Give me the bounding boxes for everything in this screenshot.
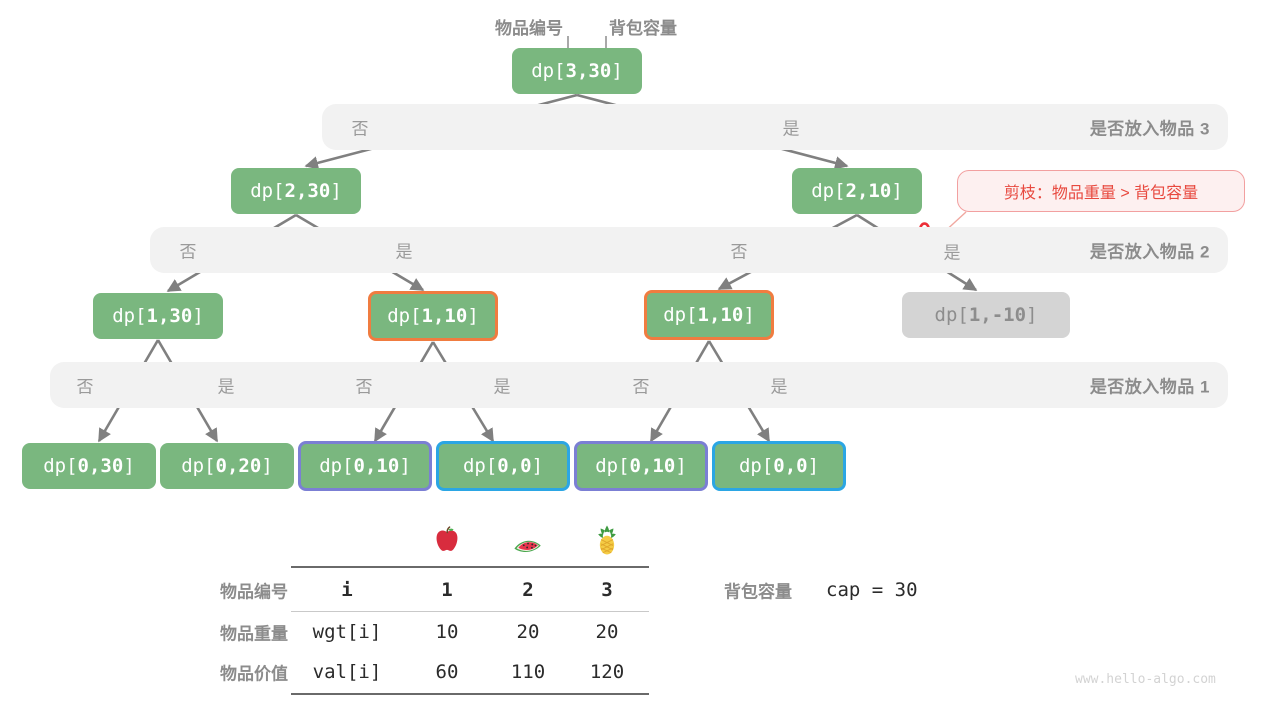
node-prefix: dp[ [250,180,285,202]
node-suffix: ] [1026,304,1038,326]
branch-label-3: 是 [395,242,413,262]
node-prefix: dp[ [387,305,422,327]
node-value: 1,10 [421,305,468,327]
branch-label-2: 否 [179,242,197,262]
node-dp-0-10a: dp[0,10] [298,441,432,491]
node-dp-1-10b: dp[1,10] [644,290,774,340]
table-row-label-0: 物品编号 [220,582,288,602]
node-suffix: ] [743,304,755,326]
node-suffix: ] [675,455,687,477]
band-item1: 是否放入物品 1 [50,362,1228,408]
node-dp-1-30: dp[1,30] [93,293,223,339]
branch-label-5: 是 [943,243,961,263]
table-cell-r2-c1: 60 [435,661,459,683]
band-item2-title: 是否放入物品 2 [1089,242,1210,262]
node-value: 3,30 [565,60,612,82]
node-prefix: dp[ [43,455,78,477]
band-item1-title: 是否放入物品 1 [1089,377,1210,397]
node-suffix: ] [611,60,623,82]
branch-label-10: 否 [632,377,650,397]
table-row-label-1: 物品重量 [220,624,288,644]
branch-label-4: 否 [730,242,748,262]
table-rule-2 [291,693,649,695]
branch-label-7: 是 [217,377,235,397]
table-cell-r1-c3: 20 [595,621,619,643]
node-prefix: dp[ [663,304,698,326]
band-item2: 是否放入物品 2 [150,227,1228,273]
node-suffix: ] [891,180,903,202]
node-prefix: dp[ [112,305,147,327]
node-dp-3-30: dp[3,30] [512,48,642,94]
node-prefix: dp[ [462,455,498,477]
table-cell-r0-c1: 1 [441,579,453,601]
node-value: 0,10 [353,455,400,477]
node-prefix: dp[ [811,180,846,202]
node-value: 1,30 [146,305,193,327]
table-rule-0 [291,566,649,568]
node-value: 2,30 [284,180,331,202]
table-row-label-2: 物品价值 [220,664,288,684]
node-dp-0-10b: dp[0,10] [574,441,708,491]
node-dp-1-10a: dp[1,10] [368,291,498,341]
node-suffix: ] [467,305,479,327]
branch-label-11: 是 [770,377,788,397]
capacity-value: cap = 30 [826,579,918,601]
table-cell-r0-c2: 2 [522,579,534,601]
node-dp-0-0a: dp[0,0] [436,441,570,491]
node-dp-0-20: dp[0,20] [160,443,294,489]
node-prefix: dp[ [181,455,216,477]
table-cell-r2-c2: 110 [510,661,546,683]
node-dp-0-30: dp[0,30] [22,443,156,489]
capacity-label: 背包容量 [724,582,792,602]
band-item3-title: 是否放入物品 3 [1089,119,1210,139]
table-cell-r1-c2: 20 [516,621,540,643]
branch-label-0: 否 [351,119,369,139]
pineapple-icon [590,523,624,557]
node-value: 1,-10 [968,304,1027,326]
node-value: 0,0 [773,455,808,477]
table-rule-1 [291,611,649,613]
node-value: 0,20 [215,455,262,477]
node-suffix: ] [261,455,273,477]
node-dp-2-30: dp[2,30] [231,168,361,214]
watermark: www.hello-algo.com [1075,672,1216,687]
node-prefix: dp[ [319,455,354,477]
node-value: 0,30 [77,455,124,477]
table-cell-r0-c3: 3 [601,579,613,601]
apple-icon [430,523,464,557]
branch-label-6: 否 [76,377,94,397]
prune-callout-text: 剪枝：物品重量 > 背包容量 [1003,185,1199,202]
node-suffix: ] [531,455,544,477]
table-cell-r2-c0: val[i] [312,661,382,683]
node-prefix: dp[ [934,304,969,326]
table-cell-r1-c1: 10 [435,621,459,643]
node-prefix: dp[ [595,455,630,477]
node-suffix: ] [123,455,135,477]
node-dp-1-n10: dp[1,-10] [902,292,1070,338]
node-dp-2-10: dp[2,10] [792,168,922,214]
node-dp-0-0b: dp[0,0] [712,441,846,491]
node-prefix: dp[ [531,60,566,82]
top-annotation-1: 背包容量 [609,19,677,38]
prune-callout: 剪枝：物品重量 > 背包容量 [957,170,1245,212]
table-cell-r2-c3: 120 [589,661,625,683]
branch-label-1: 是 [782,119,800,139]
node-suffix: ] [399,455,411,477]
node-value: 0,0 [497,455,532,477]
node-suffix: ] [330,180,342,202]
table-cell-r0-c0: i [341,579,353,601]
watermelon-icon [511,524,545,558]
node-suffix: ] [807,455,820,477]
node-prefix: dp[ [738,455,774,477]
node-value: 0,10 [629,455,676,477]
top-annotation-0: 物品编号 [495,19,563,38]
table-cell-r1-c0: wgt[i] [312,621,382,643]
branch-label-9: 是 [493,377,511,397]
branch-label-8: 否 [355,377,373,397]
band-item3: 是否放入物品 3 [322,104,1228,150]
node-value: 2,10 [845,180,892,202]
node-value: 1,10 [697,304,744,326]
node-suffix: ] [192,305,204,327]
